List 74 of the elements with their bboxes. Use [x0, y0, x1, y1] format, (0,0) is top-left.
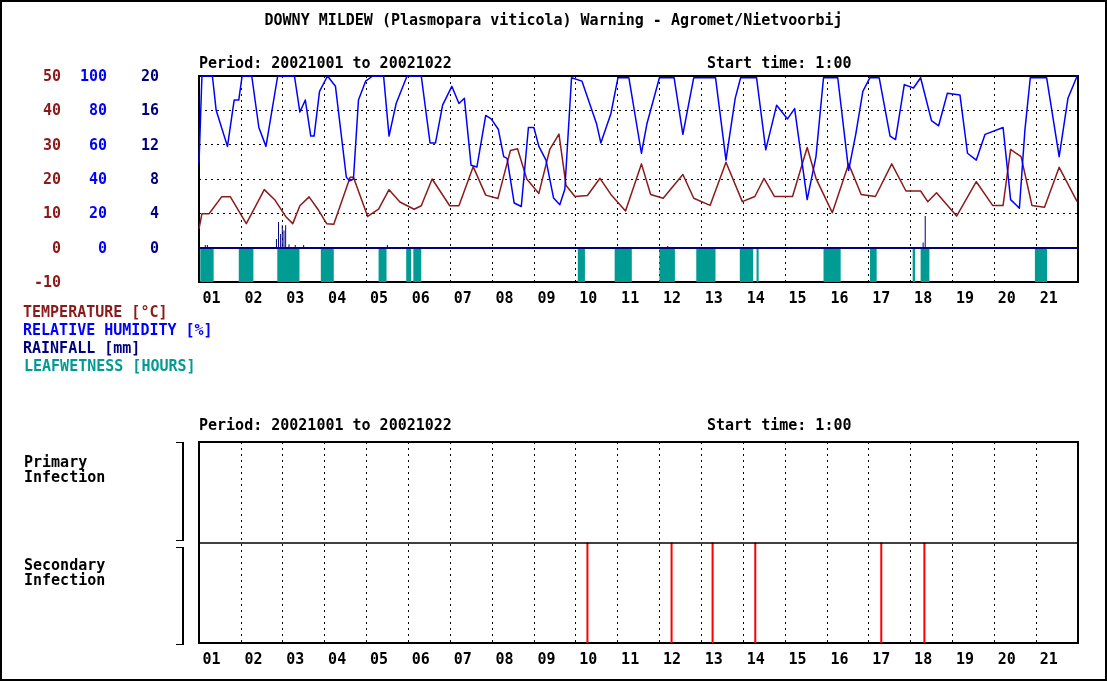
x-tick-label: 17: [872, 288, 891, 307]
x-tick-label: 05: [369, 649, 389, 668]
x-tick-label: 19: [955, 288, 975, 307]
x-tick-label: 09: [537, 288, 556, 307]
y-tick-label: -10: [33, 273, 61, 291]
x-tick-label: 06: [411, 288, 430, 307]
x-tick-label: 19: [955, 649, 975, 668]
x-tick-label: 03: [286, 288, 305, 307]
x-tick-label: 10: [579, 649, 598, 668]
y2-tick-label: 80: [88, 101, 107, 120]
y3-tick-label: 8: [149, 170, 159, 188]
x-tick-label: 12: [662, 649, 682, 668]
x-tick-label: 07: [453, 649, 472, 668]
y-tick-label: 10: [42, 204, 61, 223]
y-tick-label: 30: [42, 135, 61, 154]
x-tick-label: 20: [997, 649, 1016, 668]
x-tick-label: 18: [914, 649, 933, 668]
text: Primary Infection: [24, 452, 106, 486]
text: RELATIVE HUMIDITY [%]: [23, 320, 213, 339]
x-tick-label: 15: [788, 288, 807, 307]
line-series: [198, 133, 1078, 230]
x-tick-label: 14: [746, 288, 765, 307]
y3-tick-label: 4: [149, 204, 159, 223]
x-tick-label: 06: [411, 649, 430, 668]
text: Secondary Infection: [24, 555, 106, 589]
text: LEAFWETNESS [HOURS]: [24, 356, 196, 375]
x-tick-label: 11: [621, 649, 640, 668]
x-tick-label: 13: [704, 649, 723, 668]
y2-tick-label: 20: [88, 204, 107, 223]
chart-subtitle: Period: 20021001 to 20021022: [199, 415, 452, 434]
y-tick-label: 0: [51, 238, 61, 257]
x-tick-label: 12: [662, 288, 682, 307]
line-series: [198, 75, 1078, 209]
y2-tick-label: 40: [88, 170, 107, 188]
x-tick-label: 08: [495, 649, 514, 668]
x-tick-label: 16: [830, 649, 849, 668]
x-tick-label: 13: [704, 288, 723, 307]
x-tick-label: 21: [1039, 649, 1058, 668]
y3-tick-label: 12: [140, 135, 159, 154]
chart-subtitle: Period: 20021001 to 20021022: [199, 53, 452, 72]
y-tick-label: 20: [42, 170, 61, 188]
chart-title: DOWNY MILDEW (Plasmopara viticola) Warning - Agromet/Nietvoorbij: [264, 10, 843, 29]
y3-tick-label: 16: [140, 101, 159, 120]
y2-tick-label: 0: [97, 238, 107, 257]
text: RAINFALL [mm]: [23, 338, 141, 357]
x-tick-label: 04: [328, 288, 347, 307]
x-tick-label: 02: [244, 288, 263, 307]
x-tick-label: 17: [872, 649, 891, 668]
y2-tick-label: 100: [79, 67, 107, 85]
x-tick-label: 15: [788, 649, 807, 668]
text: TEMPERATURE [°C]: [23, 302, 168, 321]
text: Start time: 1:00: [707, 53, 852, 72]
x-tick-label: 01: [202, 288, 221, 307]
x-tick-label: 01: [202, 649, 221, 668]
x-tick-label: 04: [328, 649, 347, 668]
x-tick-label: 09: [537, 649, 556, 668]
x-tick-label: 08: [495, 288, 514, 307]
text: Start time: 1:00: [707, 415, 852, 434]
x-tick-label: 07: [453, 288, 472, 307]
y2-tick-label: 60: [88, 135, 107, 154]
y-tick-label: 50: [42, 67, 61, 85]
x-tick-label: 11: [621, 288, 640, 307]
y-tick-label: 40: [42, 101, 61, 120]
y3-tick-label: 20: [140, 67, 159, 85]
x-tick-label: 05: [369, 288, 389, 307]
x-tick-label: 18: [914, 288, 933, 307]
y3-tick-label: 0: [149, 238, 159, 257]
x-tick-label: 20: [997, 288, 1016, 307]
x-tick-label: 16: [830, 288, 849, 307]
x-tick-label: 14: [746, 649, 765, 668]
x-tick-label: 03: [286, 649, 305, 668]
x-tick-label: 10: [579, 288, 598, 307]
x-tick-label: 02: [244, 649, 263, 668]
x-tick-label: 21: [1039, 288, 1058, 307]
